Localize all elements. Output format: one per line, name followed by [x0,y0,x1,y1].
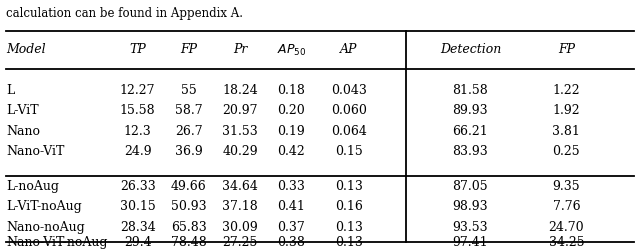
Text: 0.064: 0.064 [331,124,367,138]
Text: 1.92: 1.92 [552,104,580,117]
Text: 0.16: 0.16 [335,200,363,213]
Text: 36.9: 36.9 [175,145,203,158]
Text: 0.42: 0.42 [277,145,305,158]
Text: calculation can be found in Appendix A.: calculation can be found in Appendix A. [6,8,243,20]
Text: 27.25: 27.25 [222,236,258,249]
Text: 1.22: 1.22 [552,84,580,97]
Text: 66.21: 66.21 [452,124,488,138]
Text: FP: FP [180,44,197,57]
Text: 37.18: 37.18 [222,200,258,213]
Text: 7.76: 7.76 [552,200,580,213]
Text: 58.7: 58.7 [175,104,203,117]
Text: 0.19: 0.19 [277,124,305,138]
Text: Pr: Pr [233,44,247,57]
Text: 26.7: 26.7 [175,124,203,138]
Text: L-ViT: L-ViT [6,104,39,117]
Text: Nano: Nano [6,124,40,138]
Text: 24.9: 24.9 [124,145,152,158]
Text: 98.93: 98.93 [452,200,488,213]
Text: Model: Model [6,44,46,57]
Text: 49.66: 49.66 [171,180,207,192]
Text: 0.41: 0.41 [277,200,305,213]
Text: 0.13: 0.13 [335,220,363,234]
Text: 93.53: 93.53 [452,220,488,234]
Text: 81.58: 81.58 [452,84,488,97]
Text: AP: AP [340,44,358,57]
Text: 0.33: 0.33 [277,180,305,192]
Text: 24.70: 24.70 [548,220,584,234]
Text: 9.35: 9.35 [552,180,580,192]
Text: Nano-ViT-noAug: Nano-ViT-noAug [6,236,108,249]
Text: 0.13: 0.13 [335,236,363,249]
Text: L: L [6,84,15,97]
Text: 28.34: 28.34 [120,220,156,234]
Text: 0.38: 0.38 [277,236,305,249]
Text: 12.27: 12.27 [120,84,156,97]
Text: L-ViT-noAug: L-ViT-noAug [6,200,82,213]
Text: 26.33: 26.33 [120,180,156,192]
Text: Nano-ViT: Nano-ViT [6,145,65,158]
Text: L-noAug: L-noAug [6,180,60,192]
Text: 83.93: 83.93 [452,145,488,158]
Text: 12.3: 12.3 [124,124,152,138]
Text: 0.37: 0.37 [277,220,305,234]
Text: 30.15: 30.15 [120,200,156,213]
Text: 0.13: 0.13 [335,180,363,192]
Text: 15.58: 15.58 [120,104,156,117]
Text: 29.4: 29.4 [124,236,152,249]
Text: FP: FP [558,44,575,57]
Text: 0.060: 0.060 [331,104,367,117]
Text: 89.93: 89.93 [452,104,488,117]
Text: 0.15: 0.15 [335,145,363,158]
Text: 20.97: 20.97 [222,104,258,117]
Text: 97.41: 97.41 [452,236,488,249]
Text: 40.29: 40.29 [222,145,258,158]
Text: 3.81: 3.81 [552,124,580,138]
Text: Detection: Detection [440,44,501,57]
Text: 30.09: 30.09 [222,220,258,234]
Text: 0.18: 0.18 [277,84,305,97]
Text: Nano-noAug: Nano-noAug [6,220,85,234]
Text: 0.25: 0.25 [552,145,580,158]
Text: 78.48: 78.48 [171,236,207,249]
Text: 34.64: 34.64 [222,180,258,192]
Text: 87.05: 87.05 [452,180,488,192]
Text: 50.93: 50.93 [171,200,207,213]
Text: 65.83: 65.83 [171,220,207,234]
Text: $\mathit{AP}_{50}$: $\mathit{AP}_{50}$ [276,42,306,58]
Text: 55: 55 [181,84,196,97]
Text: 0.20: 0.20 [277,104,305,117]
Text: 18.24: 18.24 [222,84,258,97]
Text: 31.53: 31.53 [222,124,258,138]
Text: 0.043: 0.043 [331,84,367,97]
Text: 34.25: 34.25 [548,236,584,249]
Text: TP: TP [129,44,146,57]
